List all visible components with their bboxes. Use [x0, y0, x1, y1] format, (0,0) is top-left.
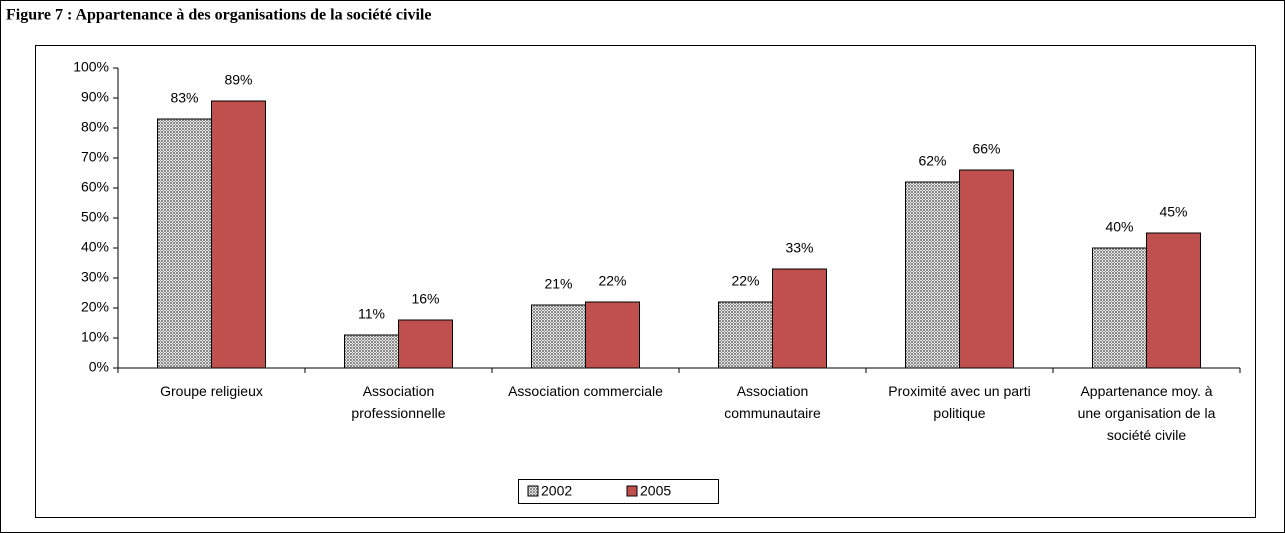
y-tick-label: 50% — [81, 209, 109, 225]
x-tick-label-box: Appartenance moy. à une organisation de … — [1077, 383, 1216, 443]
bar — [772, 268, 827, 369]
y-tick-label: 10% — [81, 329, 109, 345]
bar — [1092, 247, 1147, 369]
legend-swatch — [527, 485, 539, 497]
data-label: 22% — [731, 273, 759, 289]
x-tick-label: Proximité avec un parti politique — [888, 383, 1031, 421]
y-tick-label: 100% — [73, 59, 109, 75]
legend-label: 2005 — [640, 483, 671, 499]
y-tick-label: 40% — [81, 239, 109, 255]
x-tick-label-box: Association communautaire — [724, 383, 821, 421]
data-label: 83% — [170, 90, 198, 106]
x-tick-label-box: Association commerciale — [508, 383, 663, 399]
y-tick-label: 20% — [81, 299, 109, 315]
x-tick-label-box: Association professionnelle — [351, 383, 446, 421]
data-label: 22% — [598, 273, 626, 289]
x-tick-label: Groupe religieux — [160, 383, 263, 399]
x-tick-label: Association professionnelle — [351, 383, 446, 421]
data-label: 66% — [972, 141, 1000, 157]
y-tick-label: 80% — [81, 119, 109, 135]
x-tick-label: Appartenance moy. à une organisation de … — [1077, 383, 1216, 443]
y-tick-label: 90% — [81, 89, 109, 105]
legend-label: 2002 — [541, 483, 572, 499]
y-tick-label: 0% — [89, 359, 109, 375]
data-label: 45% — [1159, 204, 1187, 220]
x-tick-label-box: Proximité avec un parti politique — [888, 383, 1031, 421]
bar — [344, 334, 399, 369]
x-tick-label: Association communautaire — [724, 383, 821, 421]
bar — [211, 100, 266, 369]
x-tick-label: Association commerciale — [508, 383, 663, 399]
bar — [398, 319, 453, 369]
data-label: 21% — [544, 276, 572, 292]
data-label: 89% — [224, 72, 252, 88]
y-tick-label: 30% — [81, 269, 109, 285]
data-label: 16% — [411, 291, 439, 307]
bar — [718, 301, 773, 369]
figure-title: Figure 7 : Appartenance à des organisati… — [6, 7, 431, 24]
chart-frame — [35, 45, 1256, 518]
bar — [585, 301, 640, 369]
bar — [157, 118, 212, 369]
bar — [531, 304, 586, 369]
data-label: 40% — [1105, 219, 1133, 235]
data-label: 62% — [918, 153, 946, 169]
y-tick-label: 60% — [81, 179, 109, 195]
data-label: 33% — [785, 240, 813, 256]
data-label: 11% — [358, 306, 385, 322]
bar — [1146, 232, 1201, 369]
x-tick-label-box: Groupe religieux — [160, 383, 263, 399]
legend-frame — [518, 479, 719, 504]
bar — [905, 181, 960, 369]
bar — [959, 169, 1014, 369]
y-tick-label: 70% — [81, 149, 109, 165]
legend-swatch — [626, 485, 638, 497]
